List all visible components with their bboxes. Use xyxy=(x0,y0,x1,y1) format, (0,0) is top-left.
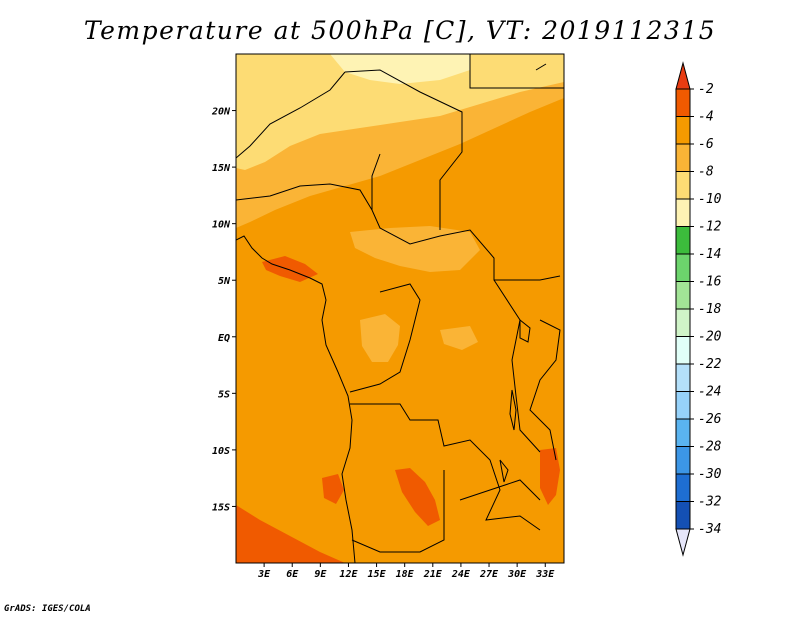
field-warm-patch-mozambique xyxy=(540,448,560,505)
west-africa-coast xyxy=(236,235,356,563)
colorbar-swatch xyxy=(675,391,691,420)
colorbar-bottom-arrow xyxy=(675,528,691,557)
colorbar-swatch xyxy=(675,446,691,475)
colorbar-label: -24 xyxy=(698,385,721,400)
colorbar-label: -28 xyxy=(698,440,722,455)
colorbar-swatch xyxy=(675,473,691,502)
field-warm-patch-angola xyxy=(395,468,440,526)
lat-tick-label: 5N xyxy=(218,276,231,287)
lon-tick-label: 33E xyxy=(535,569,555,580)
colorbar-label: -16 xyxy=(698,275,722,290)
colorbar-top-arrow xyxy=(675,61,691,90)
field-band-minus10-minus8 xyxy=(236,54,564,170)
colorbar-label: -10 xyxy=(698,192,722,207)
longitude-axis: 3E 6E 9E 12E 15E 18E 21E 24E 27E 30E 33E xyxy=(257,563,555,580)
lon-tick-label: 6E xyxy=(286,569,299,580)
coastlines-and-borders xyxy=(236,54,564,563)
colorbar-swatch xyxy=(675,198,691,227)
colorbar-label: -4 xyxy=(698,110,714,125)
lon-tick-label: 30E xyxy=(507,569,527,580)
colorbar-label: -2 xyxy=(698,82,714,97)
colorbar-label: -30 xyxy=(698,467,722,482)
colorbar: -2 -4 -6 -8 -10 -12 -14 -16 -18 -20 -22 -24 -26 -28 -3… xyxy=(675,61,722,557)
lon-tick-label: 12E xyxy=(339,569,358,580)
colorbar-swatch xyxy=(675,143,691,172)
field-band-minus12-minus10 xyxy=(330,54,470,84)
colorbar-swatch xyxy=(675,418,691,447)
lat-tick-label: 20N xyxy=(211,107,231,118)
colorbar-swatch xyxy=(675,226,691,255)
lat-tick-label: EQ xyxy=(218,333,230,344)
lon-tick-label: 18E xyxy=(396,569,415,580)
colorbar-label: -14 xyxy=(698,247,721,262)
border-lines xyxy=(236,54,564,553)
colorbar-label: -22 xyxy=(698,357,722,372)
lon-tick-label: 24E xyxy=(451,569,471,580)
colorbar-label: -34 xyxy=(698,522,721,537)
colorbar-label: -26 xyxy=(698,412,722,427)
lat-tick-label: 15N xyxy=(212,163,231,174)
lat-tick-label: 10N xyxy=(212,220,231,231)
field-patch-congo xyxy=(360,314,400,362)
lat-tick-label: 5S xyxy=(218,389,230,400)
colorbar-label: -20 xyxy=(698,330,722,345)
colorbar-swatch xyxy=(675,88,691,117)
field-warm-patch-angola-west xyxy=(322,474,344,504)
lon-tick-label: 21E xyxy=(423,569,443,580)
lon-tick-label: 3E xyxy=(257,569,271,580)
colorbar-swatch xyxy=(675,336,691,365)
colorbar-label: -6 xyxy=(698,137,714,152)
lon-tick-label: 27E xyxy=(479,569,499,580)
colorbar-swatch xyxy=(675,308,691,337)
colorbar-label: -8 xyxy=(698,165,714,180)
colorbar-swatch xyxy=(675,363,691,392)
colorbar-swatch xyxy=(675,116,691,145)
latitude-axis: 20N 15N 10N 5N EQ 5S 10S 15S xyxy=(211,107,236,513)
grads-credit: GrADS: IGES/COLA xyxy=(4,604,91,614)
field-patch-east xyxy=(440,326,478,350)
lakes xyxy=(499,318,531,483)
field-patch-central-africa xyxy=(350,226,480,272)
lon-tick-label: 9E xyxy=(314,569,327,580)
map-title: Temperature at 500hPa [C], VT: 201911231… xyxy=(83,16,717,45)
lat-tick-label: 15S xyxy=(212,502,230,513)
colorbar-swatch xyxy=(675,171,691,200)
colorbar-label: -18 xyxy=(698,302,722,317)
colorbar-label: -32 xyxy=(698,495,722,510)
temperature-field xyxy=(236,54,564,563)
colorbar-swatch xyxy=(675,253,691,282)
lon-tick-label: 15E xyxy=(368,569,387,580)
lat-tick-label: 10S xyxy=(212,446,230,457)
field-warm-patch-southwest xyxy=(236,505,345,563)
colorbar-label: -12 xyxy=(698,220,722,235)
colorbar-swatch xyxy=(675,501,691,530)
plot-frame xyxy=(235,53,565,564)
colorbar-swatch xyxy=(675,281,691,310)
